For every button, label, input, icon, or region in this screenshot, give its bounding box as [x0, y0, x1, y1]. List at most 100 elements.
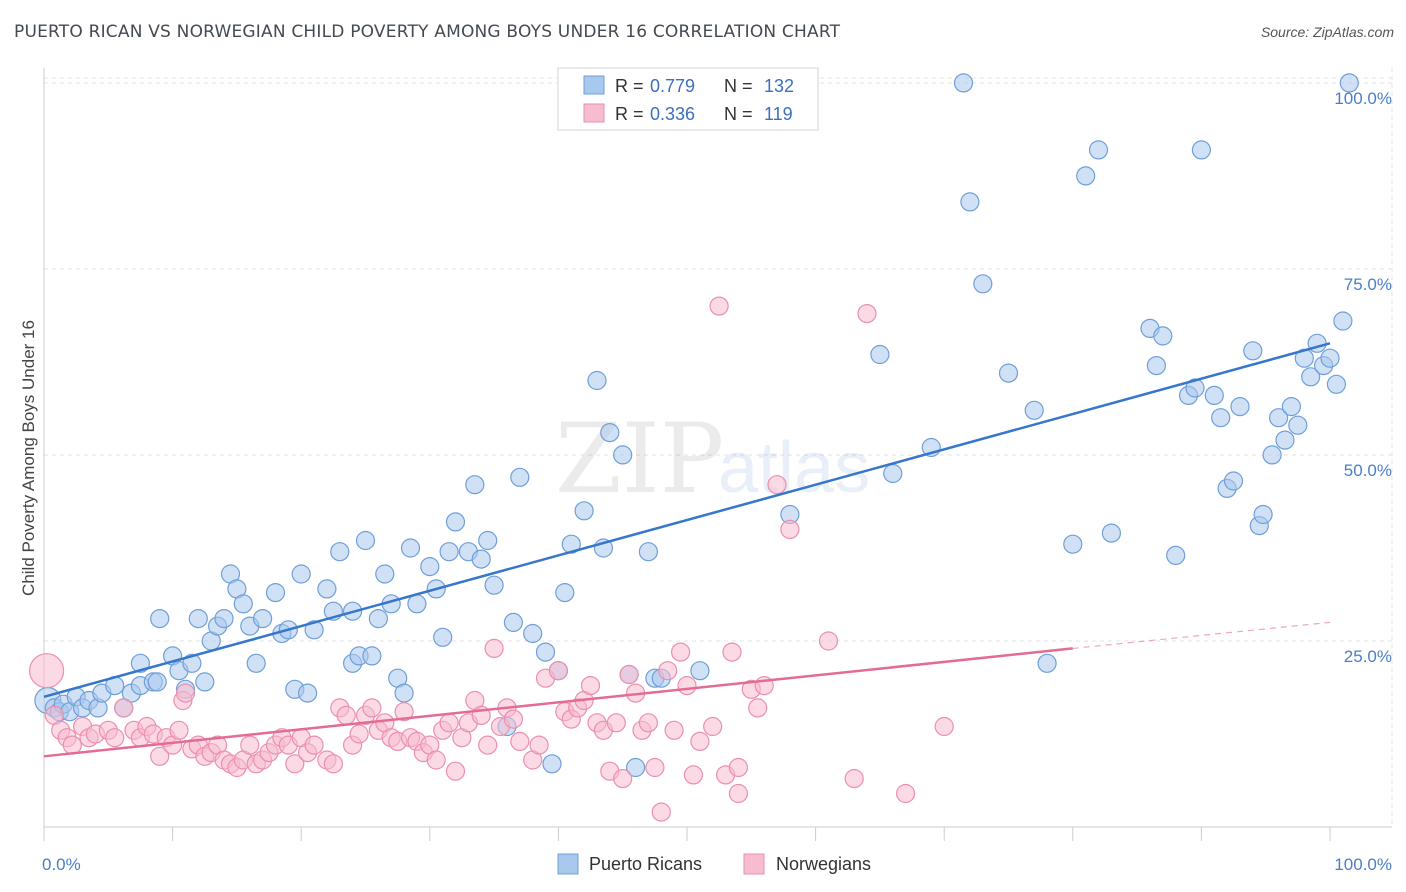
norwegian-point: [709, 296, 729, 316]
legend-r-value-pink: 0.336: [650, 104, 695, 124]
bottom-legend-swatch-puerto-ricans: [557, 853, 579, 875]
puerto-rican-point: [368, 608, 388, 629]
puerto-rican-point: [510, 467, 530, 487]
norwegian-point: [728, 783, 749, 804]
puerto-rican-point: [195, 672, 215, 692]
puerto-rican-point: [1268, 408, 1289, 428]
norwegian-point: [580, 675, 601, 696]
puerto-rican-point: [600, 423, 620, 443]
trend-line-norwegians-extension: [1072, 621, 1331, 650]
norwegian-point: [285, 754, 305, 774]
puerto-rican-point: [253, 608, 273, 629]
norwegian-point: [818, 631, 839, 651]
norwegian-point: [619, 664, 639, 685]
norwegian-point: [613, 768, 633, 789]
puerto-rican-point: [1320, 348, 1340, 368]
puerto-rican-point: [1301, 367, 1321, 387]
puerto-rican-point: [1275, 430, 1295, 450]
puerto-rican-point: [304, 620, 324, 640]
puerto-rican-point: [478, 530, 498, 551]
legend-r-value-blue: 0.779: [650, 76, 695, 96]
puerto-rican-point: [690, 661, 710, 681]
puerto-rican-point: [1281, 397, 1302, 417]
puerto-rican-point: [883, 463, 903, 484]
norwegian-point: [394, 702, 414, 722]
bottom-legend-puerto-ricans: Puerto Ricans: [589, 854, 702, 874]
puerto-rican-point: [625, 757, 646, 778]
puerto-rican-point: [1243, 341, 1263, 361]
puerto-rican-point: [1262, 445, 1282, 465]
puerto-rican-point: [400, 538, 421, 558]
puerto-rican-point: [330, 542, 350, 562]
puerto-rican-point: [1166, 545, 1186, 566]
legend-swatch-pink: [583, 103, 605, 123]
puerto-rican-point: [613, 445, 633, 465]
x-tick-label-0: 0.0%: [42, 855, 81, 874]
puerto-rican-point: [233, 594, 253, 614]
puerto-rican-point: [375, 564, 395, 584]
puerto-rican-point: [298, 683, 318, 703]
puerto-rican-point: [147, 672, 167, 692]
norwegian-point: [349, 724, 369, 744]
puerto-rican-point: [355, 530, 376, 551]
puerto-rican-point: [433, 627, 453, 647]
x-tick-label-100: 100.0%: [1334, 855, 1392, 874]
legend-r-label-pink: R =: [615, 104, 644, 124]
trend-lines: [43, 342, 1331, 758]
norwegian-point: [426, 750, 446, 770]
puerto-rican-point: [523, 623, 543, 644]
trend-line-norwegians: [43, 647, 1073, 758]
puerto-rican-point: [291, 564, 311, 584]
gridlines: [44, 68, 1393, 827]
puerto-rican-point: [1211, 408, 1231, 428]
puerto-rican-point: [265, 582, 286, 603]
y-tick-label-75: 75.0%: [1344, 275, 1392, 294]
tick-labels: 25.0% 50.0% 75.0% 100.0% 0.0% 100.0%: [42, 89, 1392, 874]
puerto-rican-point: [445, 512, 466, 532]
puerto-rican-point: [1253, 504, 1273, 525]
norwegian-point: [548, 661, 569, 681]
puerto-rican-point: [1146, 356, 1167, 376]
puerto-rican-point: [471, 549, 491, 569]
norwegian-point: [728, 757, 749, 778]
puerto-rican-point: [439, 542, 459, 562]
norwegian-point: [690, 731, 710, 752]
puerto-rican-point: [484, 575, 504, 595]
puerto-rican-point: [1037, 653, 1057, 673]
y-tick-label-25: 25.0%: [1344, 647, 1392, 666]
puerto-rican-point: [870, 344, 890, 365]
norwegian-point: [28, 653, 65, 689]
norwegian-point: [722, 642, 742, 662]
norwegian-point: [445, 761, 466, 781]
norwegian-point: [857, 304, 877, 324]
norwegian-point: [510, 731, 530, 752]
puerto-rican-point: [407, 594, 427, 614]
puerto-rican-point: [1101, 523, 1122, 543]
puerto-rican-point: [535, 642, 556, 662]
norwegian-point: [683, 765, 704, 785]
norwegian-point: [323, 754, 343, 774]
chart-title: PUERTO RICAN VS NORWEGIAN CHILD POVERTY …: [14, 22, 841, 42]
legend-n-label-pink: N =: [724, 104, 753, 124]
bottom-legend: Puerto Ricans Norwegians: [557, 853, 871, 875]
bottom-legend-norwegians: Norwegians: [776, 854, 871, 874]
puerto-rican-point: [182, 653, 202, 673]
norwegian-point: [362, 698, 382, 718]
puerto-rican-point: [1223, 471, 1244, 491]
norwegian-point: [677, 675, 697, 696]
norwegian-point: [169, 720, 189, 740]
norwegian-point: [240, 735, 260, 755]
norwegian-point: [670, 642, 691, 662]
norwegian-point: [658, 661, 678, 681]
legend-r-label-blue: R =: [615, 76, 644, 96]
puerto-rican-point: [188, 608, 208, 629]
puerto-rican-point: [1024, 400, 1044, 420]
puerto-rican-point: [587, 370, 607, 391]
puerto-rican-point: [1185, 378, 1205, 398]
puerto-rican-point: [150, 608, 170, 629]
puerto-rican-point: [465, 475, 485, 495]
watermark-zip: ZIP: [555, 403, 724, 515]
y-tick-label-50: 50.0%: [1344, 461, 1392, 480]
puerto-rican-point: [503, 612, 524, 633]
